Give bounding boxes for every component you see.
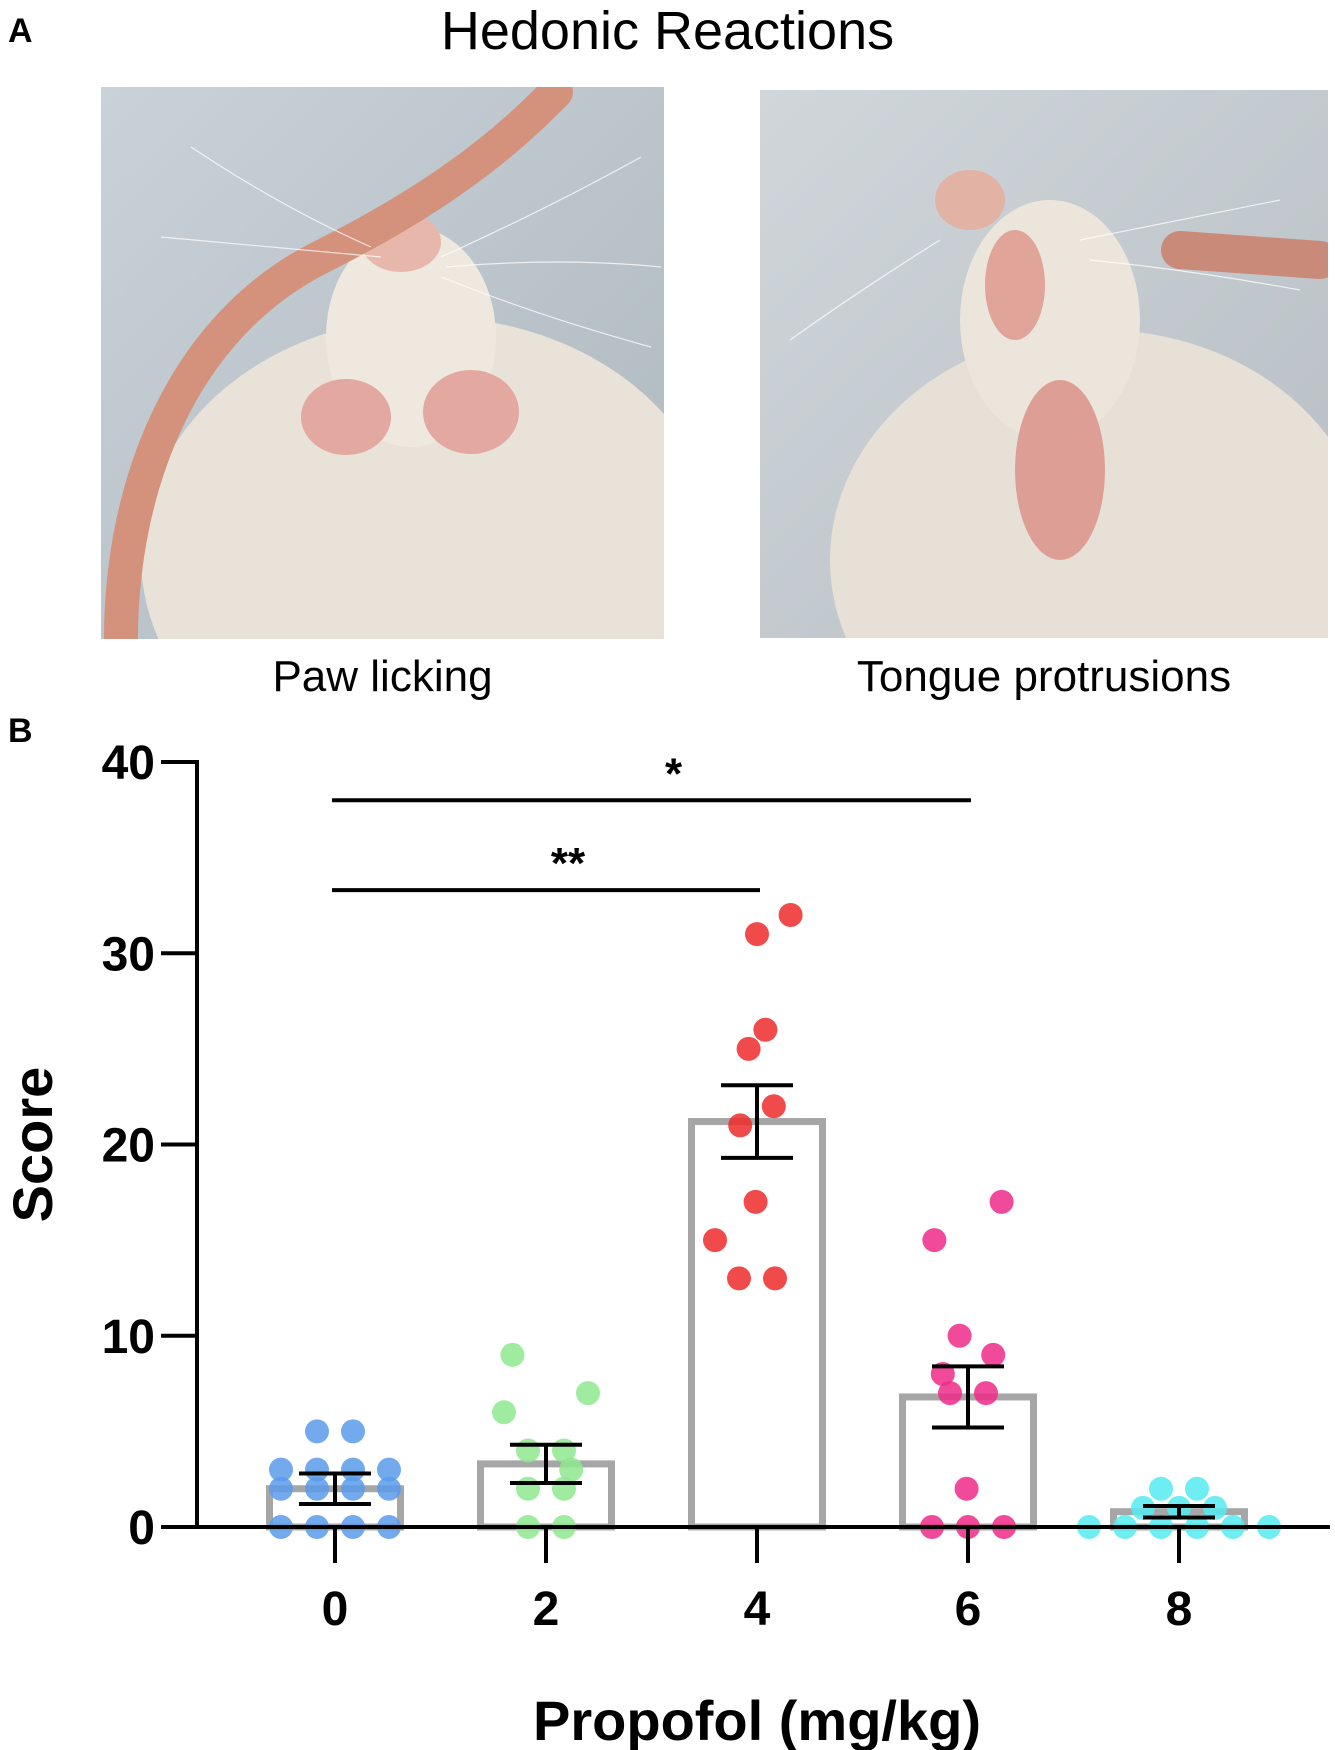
bar-4 (688, 1118, 826, 1531)
y-tick-label: 20 (102, 1120, 155, 1173)
data-point-0 (377, 1457, 401, 1482)
data-point-6 (922, 1228, 947, 1253)
data-point-0 (269, 1457, 293, 1482)
data-point-0 (269, 1476, 293, 1501)
data-point-8 (1149, 1476, 1173, 1501)
panel-a-letter: A (8, 12, 33, 50)
data-point-0 (305, 1476, 329, 1501)
bars-layer (266, 1118, 1248, 1531)
x-tick-label: 6 (955, 1583, 982, 1636)
data-point-6 (947, 1323, 972, 1348)
data-point-4 (761, 1094, 786, 1119)
data-point-0 (341, 1476, 365, 1501)
data-point-4 (703, 1228, 727, 1253)
data-point-2 (576, 1381, 600, 1406)
data-point-4 (727, 1266, 751, 1291)
data-point-4 (743, 1189, 768, 1214)
data-point-0 (305, 1457, 329, 1482)
data-point-6 (981, 1342, 1006, 1367)
figure-title: Hedonic Reactions (440, 1, 895, 61)
data-point-6 (989, 1189, 1014, 1214)
data-point-0 (305, 1419, 329, 1444)
tongue-protrusions-photo (760, 90, 1328, 638)
x-tick-label: 4 (744, 1583, 771, 1636)
y-tick-label: 10 (102, 1311, 155, 1364)
data-point-2 (516, 1476, 540, 1501)
data-point-6 (954, 1476, 979, 1501)
significance-label: * (665, 749, 683, 798)
data-point-0 (341, 1419, 365, 1444)
tongue-protrusions-caption: Tongue protrusions (856, 652, 1232, 701)
data-point-2 (492, 1400, 516, 1425)
data-point-4 (745, 922, 769, 947)
axes-layer: 0 10 20 30 40 0 2 4 6 8 (102, 737, 1330, 1636)
paw-licking-photo (101, 87, 664, 639)
significance-layer: *** (332, 749, 971, 893)
data-point-0 (377, 1476, 401, 1501)
data-point-8 (1185, 1476, 1209, 1501)
significance-label: ** (551, 839, 586, 888)
data-point-4 (763, 1266, 787, 1291)
data-point-0 (341, 1457, 365, 1482)
data-point-4 (728, 1113, 753, 1138)
x-axis-title: Propofol (mg/kg) (533, 1689, 981, 1750)
panel-b-letter: B (8, 712, 33, 750)
x-tick-label: 2 (533, 1583, 560, 1636)
error-bars-layer (299, 1083, 1215, 1520)
y-tick-label: 30 (102, 928, 155, 981)
data-point-4 (753, 1017, 778, 1042)
data-point-2 (552, 1476, 576, 1501)
data-point-2 (559, 1457, 584, 1482)
data-point-2 (500, 1342, 525, 1367)
data-point-4 (736, 1036, 761, 1061)
x-tick-label: 8 (1166, 1583, 1193, 1636)
data-point-4 (778, 903, 803, 927)
y-tick-label: 40 (102, 737, 155, 790)
paw-licking-caption: Paw licking (272, 652, 493, 701)
data-point-6 (938, 1381, 962, 1406)
x-tick-label: 0 (322, 1583, 349, 1636)
data-point-6 (974, 1381, 998, 1406)
data-point-2 (516, 1438, 540, 1463)
y-tick-label: 0 (128, 1502, 155, 1555)
y-axis-title: Score (1, 1067, 64, 1223)
